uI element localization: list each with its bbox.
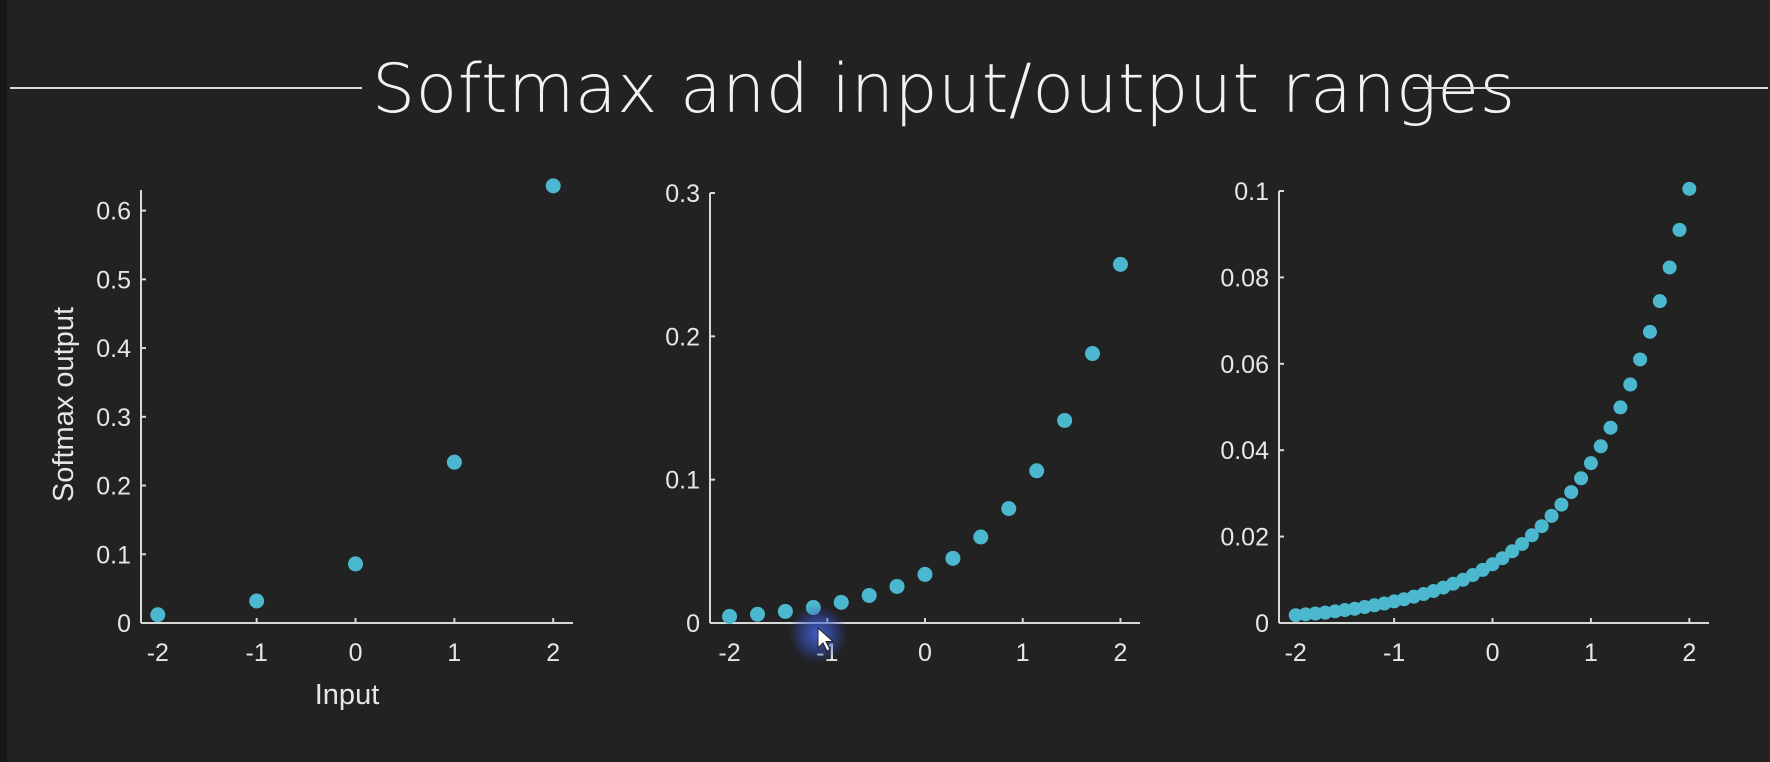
y-tick-label: 0 xyxy=(1255,610,1269,638)
x-tick-label: -2 xyxy=(1285,639,1307,667)
x-tick-label: -1 xyxy=(246,639,268,667)
slide-header: Softmax and input/output ranges xyxy=(0,40,1770,140)
y-tick-label: 0.04 xyxy=(1220,437,1269,465)
y-tick-label: 0 xyxy=(117,610,131,638)
data-point xyxy=(1642,324,1657,339)
data-point xyxy=(889,578,905,594)
x-tick-label: 2 xyxy=(1682,639,1696,667)
data-point xyxy=(1633,352,1648,367)
data-point xyxy=(1544,508,1559,523)
y-tick-label: 0.06 xyxy=(1220,351,1269,379)
y-tick-label: 0.4 xyxy=(96,335,131,363)
y-tick-label: 0.2 xyxy=(96,473,131,501)
y-axis-label: Softmax output xyxy=(48,307,80,502)
y-tick-label: 0.02 xyxy=(1220,524,1269,552)
data-point xyxy=(749,606,765,622)
y-tick-label: 0.3 xyxy=(96,404,131,432)
y-tick-label: 0.5 xyxy=(96,266,131,294)
x-tick-label: 1 xyxy=(1584,639,1598,667)
data-point xyxy=(1085,346,1101,362)
y-tick-label: 0.2 xyxy=(665,323,700,351)
y-tick-label: 0.3 xyxy=(665,180,700,208)
data-point xyxy=(1682,181,1697,196)
data-point xyxy=(973,529,989,545)
data-point xyxy=(348,556,364,572)
chart-panel-1: 0 0.1 0.2 0.3 0.4 0.5 0.6 -2 -1 0 1 2 Input Softmax o… xyxy=(48,178,573,711)
data-point xyxy=(1524,528,1539,543)
data-point xyxy=(1623,377,1638,392)
x-tick-label: -2 xyxy=(147,639,169,667)
data-point xyxy=(1505,544,1520,559)
data-point xyxy=(1495,551,1510,566)
y-tick-label: 0 xyxy=(686,610,700,638)
x-tick-label: 0 xyxy=(349,639,363,667)
x-tick-label: 2 xyxy=(546,639,560,667)
x-tick-label: 1 xyxy=(1016,639,1030,667)
data-point xyxy=(722,608,738,624)
data-point xyxy=(1613,400,1628,415)
data-point xyxy=(777,603,793,619)
data-point xyxy=(545,178,561,194)
data-point xyxy=(1662,260,1677,275)
title-rule-right xyxy=(1413,87,1768,89)
data-point xyxy=(917,566,933,582)
x-tick-label: 2 xyxy=(1114,639,1128,667)
data-point xyxy=(1001,501,1017,517)
y-tick-label: 0.6 xyxy=(96,198,131,226)
x-tick-label: 0 xyxy=(918,639,932,667)
data-point xyxy=(1583,456,1598,471)
mouse-cursor-overlay xyxy=(788,604,848,664)
data-point xyxy=(945,550,961,566)
title-rule-left xyxy=(10,87,362,89)
y-tick-label: 0.1 xyxy=(665,467,700,495)
y-tick-label: 0.1 xyxy=(96,541,131,569)
x-tick-label: -2 xyxy=(718,639,740,667)
data-point xyxy=(1515,536,1530,551)
data-point xyxy=(1652,294,1667,309)
data-point xyxy=(1057,412,1073,428)
x-tick-label: 0 xyxy=(1486,639,1500,667)
data-point xyxy=(1593,439,1608,454)
slide-title: Softmax and input/output ranges xyxy=(372,50,1516,129)
y-tick-label: 0.1 xyxy=(1234,178,1269,206)
data-point xyxy=(1112,256,1128,272)
data-point xyxy=(833,594,849,610)
data-point xyxy=(249,593,265,609)
data-point xyxy=(861,587,877,603)
data-point xyxy=(1534,519,1549,534)
data-point xyxy=(1029,463,1045,479)
y-tick-label: 0.08 xyxy=(1220,264,1269,292)
data-point xyxy=(1554,497,1569,512)
data-point xyxy=(1574,471,1589,486)
data-point xyxy=(1672,222,1687,237)
data-point xyxy=(1603,420,1618,435)
x-axis-label: Input xyxy=(315,679,380,711)
cursor-arrow-icon xyxy=(817,626,835,652)
data-point xyxy=(446,454,462,470)
window-left-edge xyxy=(0,0,7,762)
data-point xyxy=(1564,485,1579,500)
data-point xyxy=(150,607,166,623)
x-tick-label: 1 xyxy=(447,639,461,667)
chart-panel-3: 0 0.02 0.04 0.06 0.08 0.1 -2 -1 0 1 2 xyxy=(1220,178,1709,667)
x-tick-label: -1 xyxy=(1383,639,1405,667)
